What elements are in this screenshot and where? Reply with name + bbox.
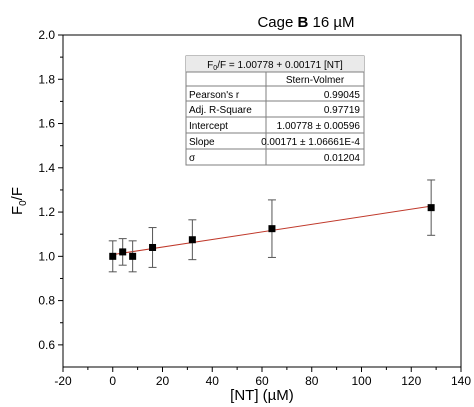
stats-row-value: 0.99045	[324, 90, 361, 101]
y-axis-label: F0/F	[9, 187, 29, 215]
stats-row-label: Pearson's r	[189, 90, 240, 101]
data-point	[427, 204, 435, 212]
x-tick-label: 0	[109, 374, 116, 388]
data-points-group	[108, 179, 436, 273]
data-point	[188, 236, 196, 244]
x-tick-label: 140	[451, 374, 471, 388]
y-tick-label: 1.0	[38, 249, 55, 263]
data-point	[268, 225, 276, 233]
data-point	[149, 243, 157, 251]
y-tick-label: 1.6	[38, 117, 55, 131]
chart-title: Cage B 16 µM	[257, 14, 354, 31]
data-point	[109, 252, 117, 260]
stats-table-border	[185, 55, 365, 166]
stats-row-label: σ	[189, 153, 196, 164]
stats-row-value: 0.01204	[324, 153, 361, 164]
x-tick-label: 20	[156, 374, 170, 388]
stats-table: F0/F = 1.00778 + 0.00171 [NT] Stern-Volm…	[185, 55, 365, 166]
x-tick-label: 40	[206, 374, 220, 388]
stats-row-value: 0.00171 ± 1.06661E-4	[261, 137, 360, 148]
data-point	[119, 248, 127, 256]
x-tick-label: 120	[401, 374, 421, 388]
y-tick-label: 1.8	[38, 72, 55, 86]
stats-row-label: Intercept	[189, 121, 228, 132]
stats-table-column-header: Stern-Volmer	[286, 75, 345, 86]
y-tick-label: 1.4	[38, 161, 55, 175]
stats-table-equation: F0/F = 1.00778 + 0.00171 [NT]	[207, 60, 343, 72]
x-tick-label: 60	[255, 374, 269, 388]
stats-row-value: 0.97719	[324, 105, 361, 116]
x-tick-label: -20	[54, 374, 72, 388]
y-tick-label: 0.8	[38, 294, 55, 308]
y-tick-label: 0.6	[38, 338, 55, 352]
y-tick-label: 2.0	[38, 28, 55, 42]
x-axis-label: [NT] (µM)	[230, 387, 294, 404]
axis-ticks: -20 0 20 40 60 80 100 120 140 0.6 0.8 1.0 1.2 1.4 1.6 1…	[38, 28, 471, 388]
y-tick-label: 1.2	[38, 205, 55, 219]
stats-row-label: Slope	[189, 137, 215, 148]
stats-table-header-bg	[186, 56, 364, 72]
stats-row-value: 1.00778 ± 0.00596	[277, 121, 361, 132]
data-point	[129, 252, 137, 260]
x-tick-label: 80	[305, 374, 319, 388]
x-tick-label: 100	[351, 374, 371, 388]
stats-row-label: Adj. R-Square	[189, 105, 252, 116]
